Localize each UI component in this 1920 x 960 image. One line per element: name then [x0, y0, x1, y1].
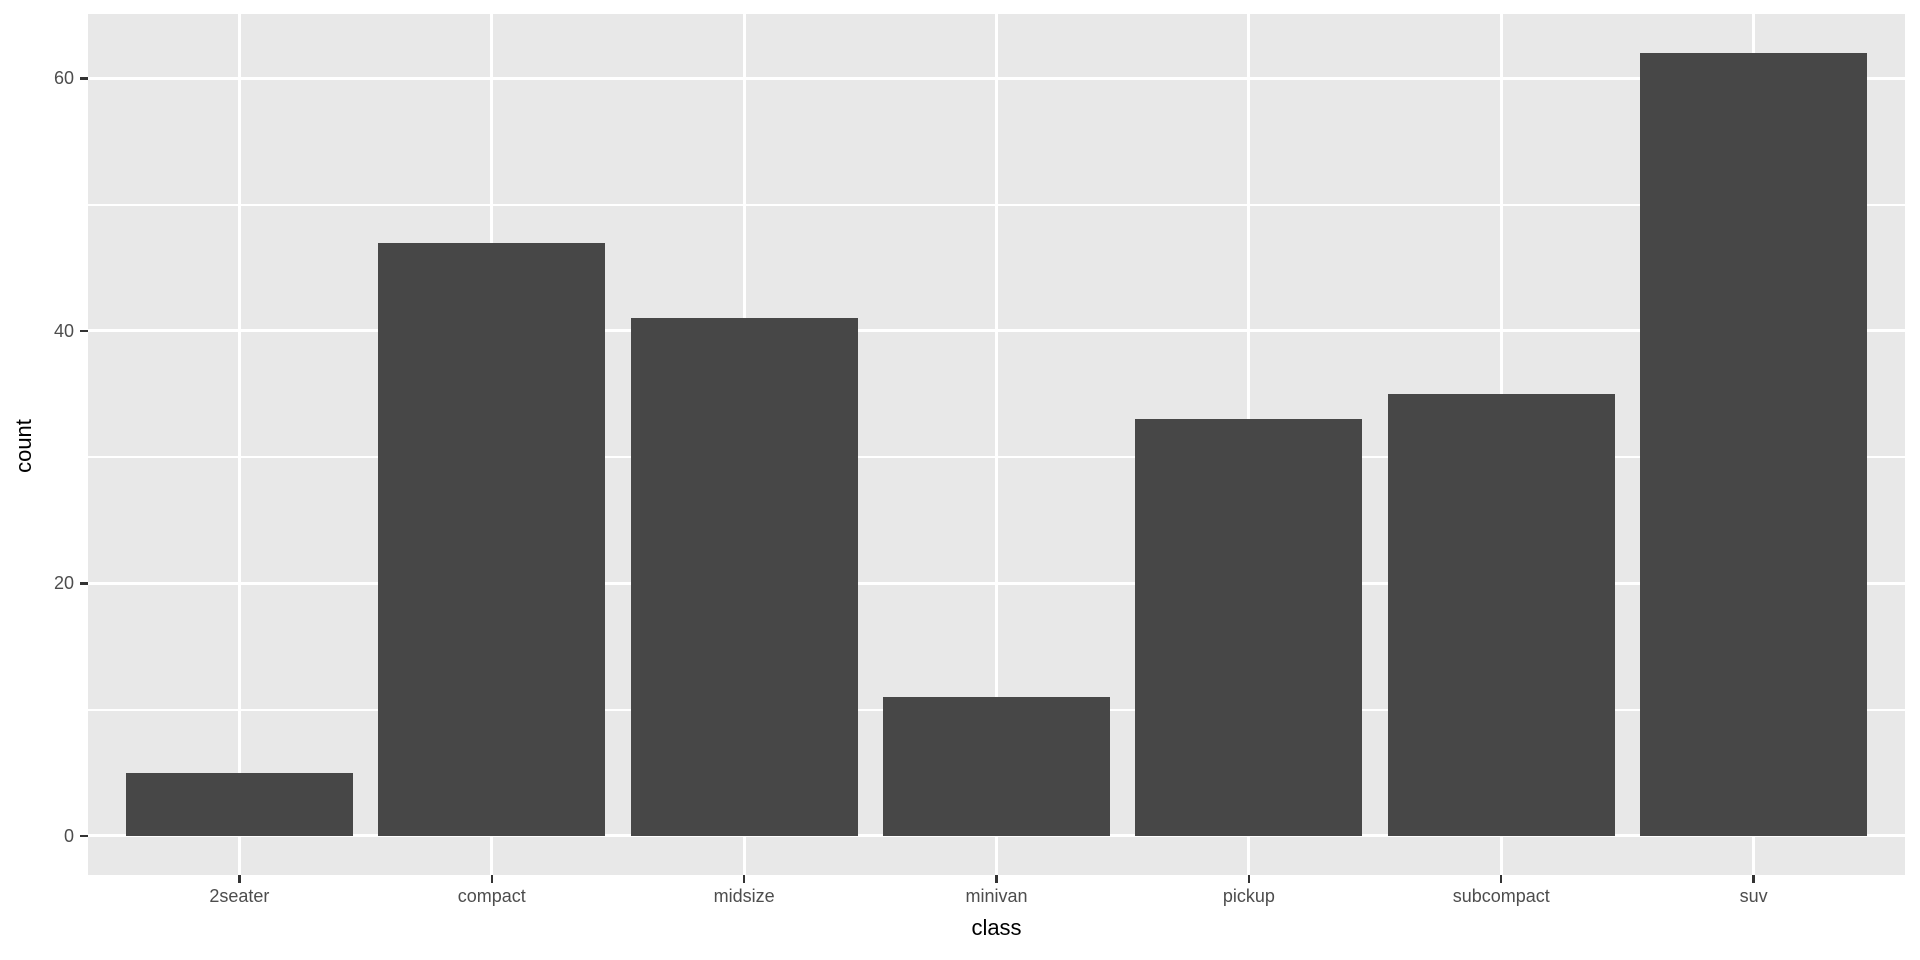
x-tick-label-2seater: 2seater — [209, 886, 270, 906]
x-tick-label-midsize: midsize — [713, 886, 775, 906]
x-tick-mark-compact — [490, 875, 494, 883]
x-axis-title: class — [971, 915, 1022, 940]
x-tick-mark-subcompact — [1499, 875, 1503, 883]
bar-minivan — [882, 696, 1111, 836]
y-tick-label-20: 20 — [53, 573, 74, 594]
y-axis-title: count — [11, 419, 36, 473]
bar-suv — [1640, 53, 1868, 836]
x-tick-mark-minivan — [995, 875, 998, 883]
gridline-x-2seater — [237, 14, 241, 875]
x-tick-label-subcompact: subcompact — [1452, 886, 1550, 906]
y-tick-mark-60 — [80, 77, 88, 80]
bar-subcompact — [1387, 394, 1615, 836]
gridline-x-minivan — [995, 14, 998, 875]
bar-pickup — [1135, 419, 1363, 836]
x-tick-label-suv: suv — [1739, 886, 1768, 906]
bar-2seater — [125, 772, 353, 836]
x-tick-mark-midsize — [742, 875, 746, 883]
y-tick-mark-40 — [80, 329, 88, 333]
bar-compact — [378, 242, 606, 836]
x-tick-label-minivan: minivan — [965, 886, 1028, 906]
y-tick-mark-20 — [80, 582, 88, 585]
x-tick-label-pickup: pickup — [1222, 886, 1275, 906]
y-tick-label-0: 0 — [63, 825, 74, 846]
y-tick-label-40: 40 — [53, 320, 74, 341]
x-tick-mark-suv — [1752, 875, 1755, 883]
x-tick-mark-pickup — [1247, 875, 1251, 883]
y-tick-mark-0 — [80, 834, 88, 838]
plot-panel — [88, 14, 1905, 875]
x-tick-label-compact: compact — [457, 886, 526, 906]
bar-midsize — [630, 318, 858, 836]
x-tick-mark-2seater — [238, 875, 241, 883]
y-tick-label-60: 60 — [53, 68, 74, 89]
